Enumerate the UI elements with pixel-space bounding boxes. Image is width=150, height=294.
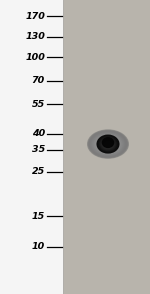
Ellipse shape [90,132,126,156]
Ellipse shape [100,138,116,150]
Ellipse shape [100,139,116,149]
Text: 35: 35 [32,146,45,154]
Ellipse shape [87,129,129,159]
Text: 130: 130 [25,32,45,41]
Text: 40: 40 [32,129,45,138]
FancyBboxPatch shape [63,0,150,294]
Ellipse shape [97,136,119,152]
Ellipse shape [92,133,124,155]
Ellipse shape [101,139,115,149]
Ellipse shape [102,140,114,148]
Ellipse shape [96,135,120,154]
Ellipse shape [93,133,123,155]
Ellipse shape [89,131,127,158]
Ellipse shape [103,141,113,148]
Ellipse shape [90,131,126,157]
Ellipse shape [104,141,112,147]
Ellipse shape [102,137,114,148]
Ellipse shape [98,136,118,152]
Ellipse shape [99,136,117,152]
Ellipse shape [102,139,114,149]
Ellipse shape [106,143,110,145]
Ellipse shape [99,138,117,151]
Ellipse shape [106,142,110,146]
Ellipse shape [94,135,122,153]
Ellipse shape [94,134,122,154]
Ellipse shape [101,138,115,150]
Text: 170: 170 [25,12,45,21]
Text: 25: 25 [32,168,45,176]
Text: 55: 55 [32,100,45,109]
FancyBboxPatch shape [0,0,63,294]
Text: 10: 10 [32,243,45,251]
Text: 15: 15 [32,212,45,220]
Ellipse shape [105,142,111,146]
Ellipse shape [107,143,109,145]
Ellipse shape [104,141,112,147]
Ellipse shape [103,140,113,148]
Text: 70: 70 [32,76,45,85]
Ellipse shape [105,141,111,147]
Ellipse shape [105,142,111,146]
Ellipse shape [98,137,118,151]
Ellipse shape [88,130,128,158]
Text: 100: 100 [25,53,45,62]
Ellipse shape [100,138,116,151]
Ellipse shape [95,135,121,153]
Ellipse shape [91,132,125,156]
Ellipse shape [97,135,119,153]
Ellipse shape [103,140,113,148]
Ellipse shape [100,137,116,151]
Ellipse shape [96,136,120,152]
